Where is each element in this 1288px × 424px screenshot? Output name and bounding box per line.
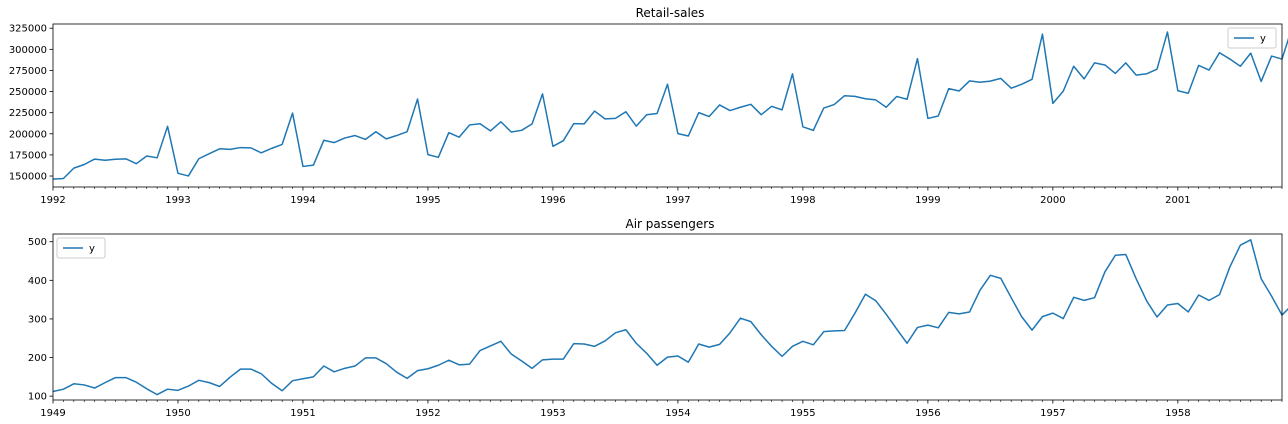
x-tick-label: 1955: [790, 408, 815, 419]
x-tick-label: 1951: [290, 408, 315, 419]
x-tick-label: 1949: [40, 408, 65, 419]
x-tick-label: 1952: [415, 408, 440, 419]
x-tick-label: 2001: [1165, 195, 1190, 206]
plot-frame: [52, 23, 1283, 188]
chart-title: Air passengers: [626, 217, 715, 231]
plot-frame: [52, 233, 1283, 401]
y-tick-label: 175000: [9, 150, 47, 161]
x-tick-label: 1953: [540, 408, 565, 419]
legend-label-y: y: [89, 244, 95, 255]
series-line-y: [52, 239, 1288, 396]
air-passengers-chart: Air passengers 100 200 300 400 500 1949 1950 19…: [28, 217, 1288, 419]
x-tick-label: 1993: [165, 195, 190, 206]
y-tick-label: 150000: [9, 172, 47, 183]
x-tick-label: 1998: [790, 195, 815, 206]
y-tick-label: 100: [28, 392, 47, 403]
x-tick-label: 1958: [1165, 408, 1190, 419]
plot-area: 100 200 300 400 500 1949 1950 1951 1952 1953 1954 1…: [28, 237, 1288, 419]
y-tick-label: 275000: [9, 66, 47, 77]
x-tick-label: 1997: [665, 195, 690, 206]
x-tick-label: 1950: [165, 408, 190, 419]
x-tick-label: 2000: [1040, 195, 1065, 206]
plot-area: 150000 175000 200000 225000 250000 275000 3000…: [9, 24, 1288, 206]
x-tick-label: 1954: [665, 408, 690, 419]
x-tick-label: 1956: [915, 408, 940, 419]
y-tick-label: 500: [28, 237, 47, 248]
retail-sales-chart: Retail-sales 150000 175000 200000 225000 250…: [9, 6, 1288, 206]
legend-label-y: y: [1260, 34, 1266, 45]
series-line-y: [52, 31, 1288, 180]
x-tick-label: 1996: [540, 195, 565, 206]
y-tick-label: 300000: [9, 45, 47, 56]
y-tick-label: 225000: [9, 108, 47, 119]
y-tick-label: 325000: [9, 24, 47, 35]
legend: y: [1227, 27, 1277, 49]
x-tick-label: 1994: [290, 195, 315, 206]
y-tick-label: 200000: [9, 129, 47, 140]
y-tick-label: 200: [28, 353, 47, 364]
legend: y: [56, 237, 106, 259]
y-tick-label: 300: [28, 314, 47, 325]
y-tick-label: 250000: [9, 87, 47, 98]
x-tick-label: 1995: [415, 195, 440, 206]
x-tick-label: 1999: [915, 195, 940, 206]
chart-title: Retail-sales: [636, 6, 705, 20]
x-tick-label: 1957: [1040, 408, 1065, 419]
x-tick-label: 1992: [40, 195, 65, 206]
y-tick-label: 400: [28, 276, 47, 287]
